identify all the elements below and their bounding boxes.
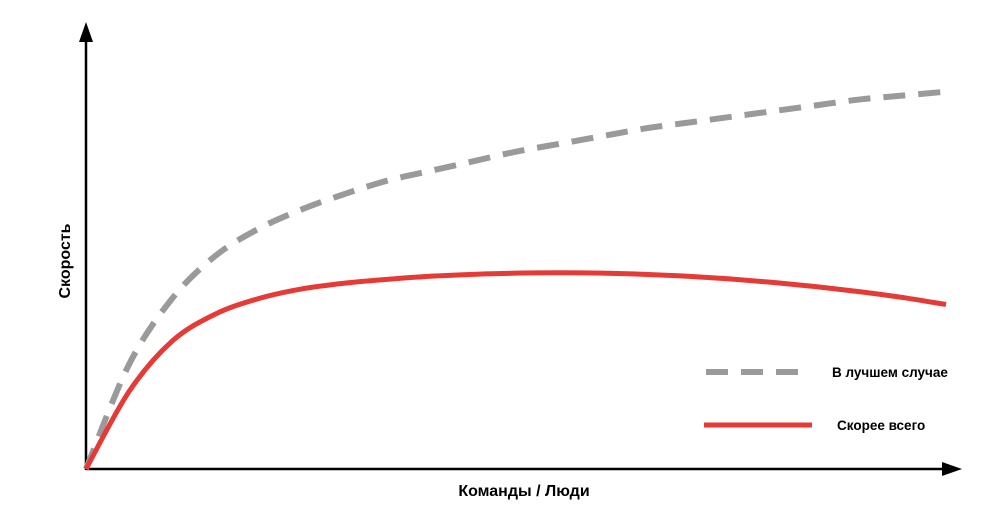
series-best-case-line bbox=[83, 88, 947, 471]
series-group bbox=[83, 88, 947, 471]
y-axis-label: Скорость bbox=[57, 223, 74, 298]
y-axis-arrow-icon bbox=[79, 22, 93, 42]
axes bbox=[79, 22, 962, 476]
x-axis-arrow-icon bbox=[942, 462, 962, 476]
legend-label-best-case: В лучшем случае bbox=[832, 365, 948, 380]
legend: В лучшем случае Скорее всего bbox=[704, 365, 948, 433]
series-most-likely-line bbox=[83, 270, 947, 471]
x-axis-label: Команды / Люди bbox=[458, 483, 589, 500]
legend-label-most-likely: Скорее всего bbox=[837, 418, 925, 433]
